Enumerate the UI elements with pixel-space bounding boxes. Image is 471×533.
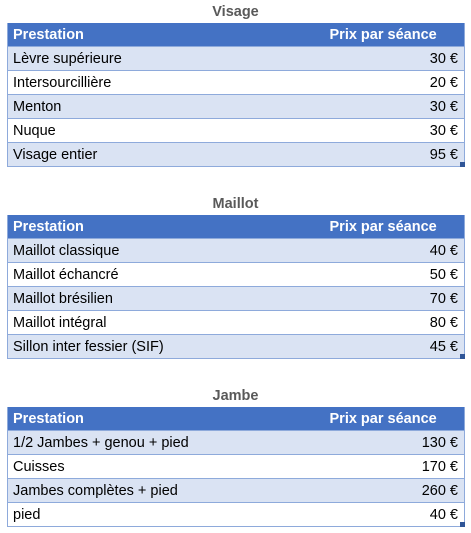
cell-prestation[interactable]: 1/2 Jambes + genou + pied bbox=[7, 430, 315, 455]
cell-price-text: 45 € bbox=[429, 338, 458, 355]
table-header-row: Prestation Prix par séance bbox=[7, 407, 465, 431]
table-row: Maillot intégral 80 € bbox=[7, 310, 465, 335]
cell-prestation[interactable]: Maillot brésilien bbox=[7, 286, 315, 311]
cell-prestation[interactable]: Jambes complètes + pied bbox=[7, 478, 315, 503]
cell-price-text: 40 € bbox=[429, 506, 458, 523]
cell-price-last[interactable]: 40 € bbox=[314, 502, 465, 527]
column-header-prestation[interactable]: Prestation bbox=[7, 407, 315, 431]
cell-price[interactable]: 50 € bbox=[314, 262, 465, 287]
cell-prestation[interactable]: Intersourcillière bbox=[7, 70, 315, 95]
price-table: Prestation Prix par séance 1/2 Jambes + … bbox=[7, 407, 465, 527]
cell-prestation[interactable]: Nuque bbox=[7, 118, 315, 143]
cell-prestation[interactable]: Maillot échancré bbox=[7, 262, 315, 287]
table-row: Sillon inter fessier (SIF) 45 € bbox=[7, 334, 465, 359]
table-row: Lèvre supérieure 30 € bbox=[7, 46, 465, 71]
cell-price[interactable]: 130 € bbox=[314, 430, 465, 455]
price-table: Prestation Prix par séance Lèvre supérie… bbox=[7, 23, 465, 167]
table-header-row: Prestation Prix par séance bbox=[7, 215, 465, 239]
table-row: Maillot échancré 50 € bbox=[7, 262, 465, 287]
table-row: Intersourcillière 20 € bbox=[7, 70, 465, 95]
cell-price[interactable]: 170 € bbox=[314, 454, 465, 479]
column-header-price[interactable]: Prix par séance bbox=[314, 215, 465, 239]
section-title: Jambe bbox=[212, 388, 259, 404]
cell-price[interactable]: 70 € bbox=[314, 286, 465, 311]
table-row: 1/2 Jambes + genou + pied 130 € bbox=[7, 430, 465, 455]
cell-price[interactable]: 80 € bbox=[314, 310, 465, 335]
cell-price[interactable]: 30 € bbox=[314, 94, 465, 119]
section-jambe: Jambe Prestation Prix par séance 1/2 Jam… bbox=[7, 385, 465, 527]
table-row: Maillot brésilien 70 € bbox=[7, 286, 465, 311]
cell-price[interactable]: 40 € bbox=[314, 238, 465, 263]
cell-prestation[interactable]: Maillot classique bbox=[7, 238, 315, 263]
table-resize-handle[interactable] bbox=[460, 522, 465, 527]
table-row: Maillot classique 40 € bbox=[7, 238, 465, 263]
column-header-prestation[interactable]: Prestation bbox=[7, 23, 315, 47]
table-header-row: Prestation Prix par séance bbox=[7, 23, 465, 47]
cell-price[interactable]: 30 € bbox=[314, 118, 465, 143]
cell-prestation[interactable]: Menton bbox=[7, 94, 315, 119]
section-visage: Visage Prestation Prix par séance Lèvre … bbox=[7, 1, 465, 167]
column-header-prestation[interactable]: Prestation bbox=[7, 215, 315, 239]
cell-prestation[interactable]: Cuisses bbox=[7, 454, 315, 479]
table-row: Nuque 30 € bbox=[7, 118, 465, 143]
table-row: Cuisses 170 € bbox=[7, 454, 465, 479]
cell-prestation[interactable]: Visage entier bbox=[7, 142, 315, 167]
column-header-price[interactable]: Prix par séance bbox=[314, 23, 465, 47]
cell-price[interactable]: 20 € bbox=[314, 70, 465, 95]
cell-prestation[interactable]: Lèvre supérieure bbox=[7, 46, 315, 71]
table-row: Menton 30 € bbox=[7, 94, 465, 119]
table-resize-handle[interactable] bbox=[460, 354, 465, 359]
table-row: Jambes complètes + pied 260 € bbox=[7, 478, 465, 503]
cell-price[interactable]: 260 € bbox=[314, 478, 465, 503]
cell-price-text: 95 € bbox=[429, 146, 458, 163]
cell-price[interactable]: 30 € bbox=[314, 46, 465, 71]
cell-prestation[interactable]: pied bbox=[7, 502, 315, 527]
section-maillot: Maillot Prestation Prix par séance Maill… bbox=[7, 193, 465, 359]
price-table: Prestation Prix par séance Maillot class… bbox=[7, 215, 465, 359]
column-header-price[interactable]: Prix par séance bbox=[314, 407, 465, 431]
cell-price-last[interactable]: 95 € bbox=[314, 142, 465, 167]
table-row: pied 40 € bbox=[7, 502, 465, 527]
cell-prestation[interactable]: Maillot intégral bbox=[7, 310, 315, 335]
section-title: Visage bbox=[212, 4, 259, 20]
section-title: Maillot bbox=[212, 196, 259, 212]
table-row: Visage entier 95 € bbox=[7, 142, 465, 167]
cell-prestation[interactable]: Sillon inter fessier (SIF) bbox=[7, 334, 315, 359]
table-resize-handle[interactable] bbox=[460, 162, 465, 167]
cell-price-last[interactable]: 45 € bbox=[314, 334, 465, 359]
